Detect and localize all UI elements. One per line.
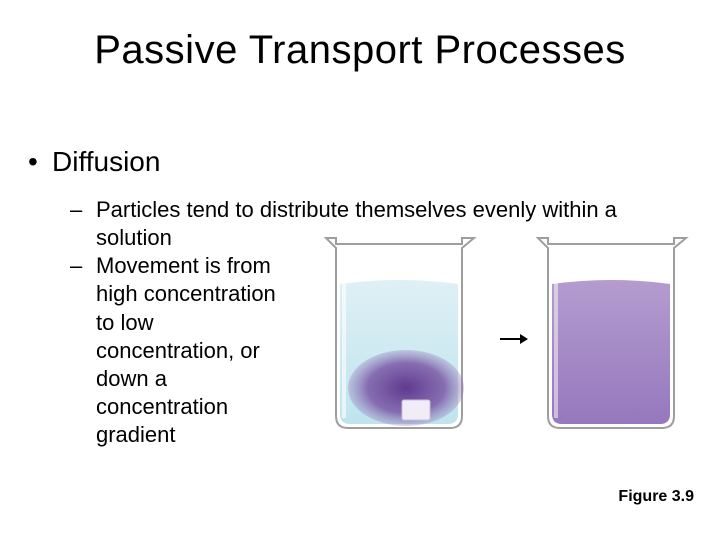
arrow-right-icon	[500, 332, 528, 346]
sub-bullet-text: Movement is from high concentration to l…	[96, 252, 286, 449]
figure-label: Figure 3.9	[618, 488, 694, 506]
page-title: Passive Transport Processes	[0, 28, 720, 73]
bullet-dash: –	[70, 252, 96, 449]
beaker-after-icon	[530, 230, 700, 440]
bullet-level1-text: Diffusion	[52, 146, 160, 177]
bullet-dot: •	[28, 146, 52, 178]
bullet-level1: •Diffusion	[28, 146, 160, 178]
bullet-dash: –	[70, 196, 96, 252]
slide: Passive Transport Processes •Diffusion –…	[0, 0, 720, 540]
beaker-before-icon	[318, 230, 488, 440]
